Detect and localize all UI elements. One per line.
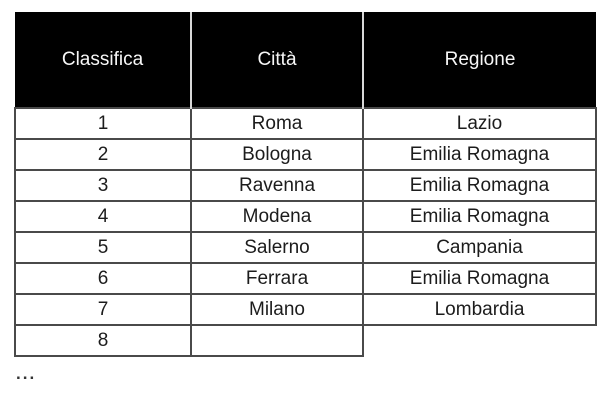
column-header-regione: Regione — [363, 12, 596, 108]
table-cell: Bologna — [190, 138, 364, 171]
table-row: 6 Ferrara Emilia Romagna — [14, 262, 597, 295]
table-row: 5 Salerno Campania — [14, 231, 597, 264]
truncation-ellipsis: ... — [16, 364, 37, 383]
table-body: 1 Roma Lazio 2 Bologna Emilia Romagna 3 Ravenna… — [14, 107, 597, 357]
header-row: Classifica Città Regione — [15, 12, 596, 108]
table-row: 1 Roma Lazio — [14, 107, 597, 140]
table-cell: 5 — [14, 231, 192, 264]
table-cell: 1 — [14, 107, 192, 140]
table-cell: Salerno — [190, 231, 364, 264]
table-header: Classifica Città Regione — [15, 12, 596, 108]
table-cell: Emilia Romagna — [362, 200, 597, 233]
table-row: 4 Modena Emilia Romagna — [14, 200, 597, 233]
table-row: 3 Ravenna Emilia Romagna — [14, 169, 597, 202]
table-cell: 7 — [14, 293, 192, 326]
table-cell: 4 — [14, 200, 192, 233]
column-header-citt: Città — [191, 12, 364, 108]
table-cell: Lombardia — [362, 293, 597, 326]
table-cell: Roma — [190, 107, 364, 140]
table-cell: 8 — [14, 324, 192, 357]
city-ranking-table: Classifica Città Regione 1 Roma Lazio 2 Bologn… — [14, 12, 597, 357]
table-cell: Emilia Romagna — [362, 169, 597, 202]
column-header-classifica: Classifica — [15, 12, 192, 108]
table-cell: Modena — [190, 200, 364, 233]
table-row: 8 — [14, 324, 596, 357]
table-cell: Milano — [190, 293, 364, 326]
table-cell: Ravenna — [190, 169, 364, 202]
table-cell: Emilia Romagna — [362, 262, 597, 295]
table-cell: Campania — [362, 231, 597, 264]
table-cell: 3 — [14, 169, 192, 202]
table-row: 2 Bologna Emilia Romagna — [14, 138, 597, 171]
table-cell: Lazio — [362, 107, 597, 140]
table-cell — [190, 324, 364, 357]
table-cell: Ferrara — [190, 262, 364, 295]
table-cell: Emilia Romagna — [362, 138, 597, 171]
table-row: 7 Milano Lombardia — [14, 293, 597, 326]
table-cell: 6 — [14, 262, 192, 295]
missing-cell — [363, 325, 596, 356]
table-cell: 2 — [14, 138, 192, 171]
